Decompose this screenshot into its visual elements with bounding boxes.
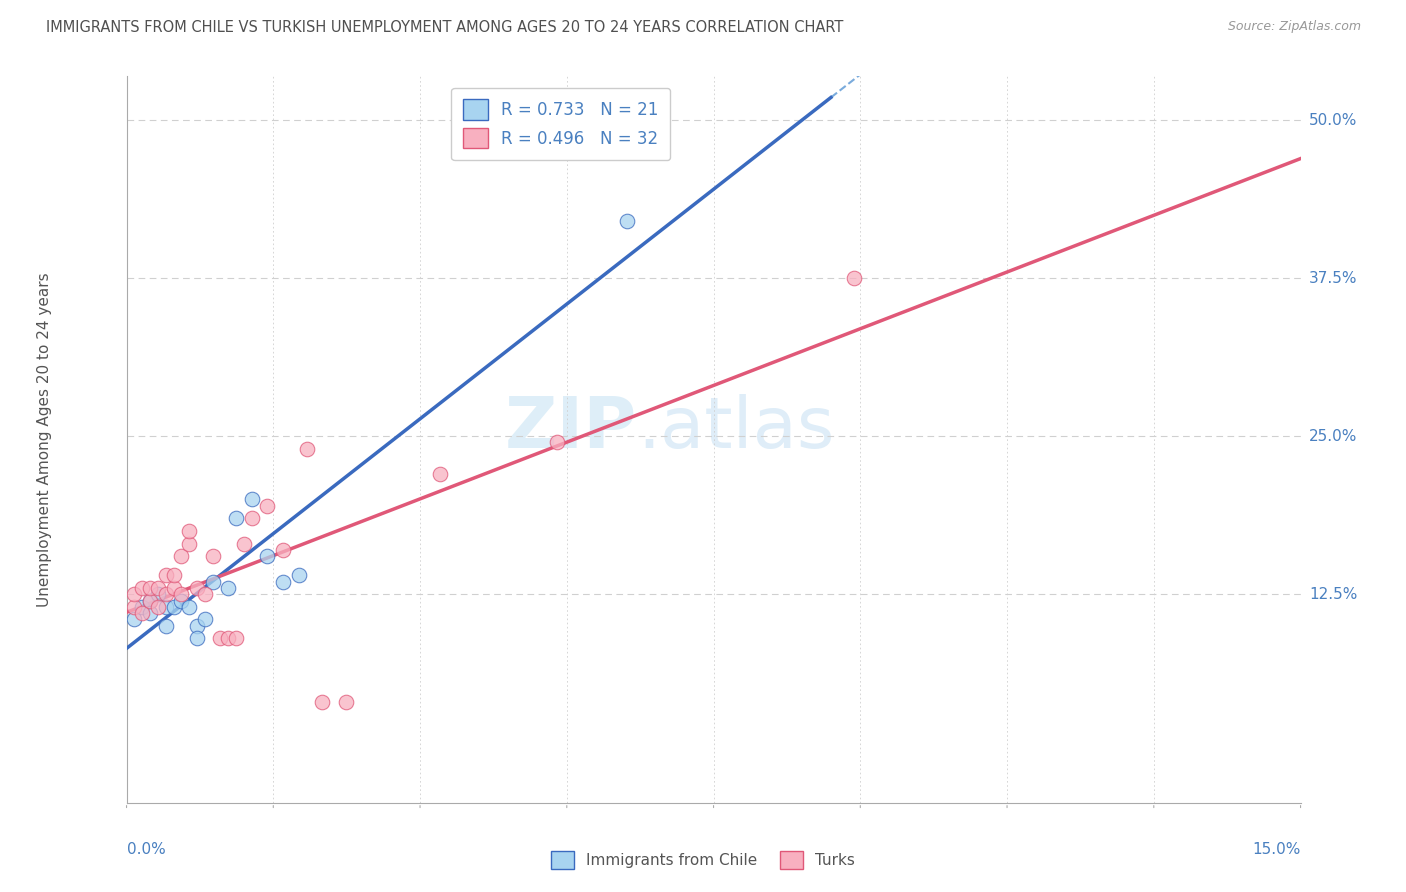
- Point: [155, 587, 177, 601]
- Point: [225, 511, 247, 525]
- Point: [139, 606, 162, 620]
- Point: [186, 581, 208, 595]
- Point: [186, 619, 208, 633]
- Legend: Immigrants from Chile, Turks: Immigrants from Chile, Turks: [544, 845, 862, 875]
- Point: [194, 612, 217, 626]
- Text: Unemployment Among Ages 20 to 24 years: Unemployment Among Ages 20 to 24 years: [37, 272, 52, 607]
- Point: [131, 581, 153, 595]
- Legend: R = 0.733   N = 21, R = 0.496   N = 32: R = 0.733 N = 21, R = 0.496 N = 32: [451, 87, 671, 161]
- Point: [844, 271, 866, 285]
- Point: [240, 511, 263, 525]
- Point: [155, 568, 177, 582]
- Point: [124, 587, 146, 601]
- Point: [217, 632, 239, 646]
- Point: [162, 581, 184, 595]
- Text: IMMIGRANTS FROM CHILE VS TURKISH UNEMPLOYMENT AMONG AGES 20 TO 24 YEARS CORRELAT: IMMIGRANTS FROM CHILE VS TURKISH UNEMPLO…: [46, 20, 844, 35]
- Point: [271, 543, 294, 558]
- Text: 50.0%: 50.0%: [1309, 112, 1357, 128]
- Point: [271, 574, 294, 589]
- Point: [295, 442, 318, 456]
- Point: [131, 606, 153, 620]
- Text: 37.5%: 37.5%: [1309, 270, 1357, 285]
- Point: [179, 599, 201, 614]
- Text: 0.0%: 0.0%: [127, 842, 166, 856]
- Point: [287, 568, 309, 582]
- Point: [256, 499, 278, 513]
- Point: [124, 599, 146, 614]
- Text: ZIP: ZIP: [505, 394, 637, 463]
- Point: [240, 492, 263, 507]
- Point: [311, 695, 333, 709]
- Point: [546, 435, 568, 450]
- Point: [170, 549, 193, 564]
- Point: [146, 599, 169, 614]
- Point: [186, 632, 208, 646]
- Point: [155, 599, 177, 614]
- Point: [194, 587, 217, 601]
- Point: [225, 632, 247, 646]
- Point: [124, 612, 146, 626]
- Point: [232, 536, 256, 550]
- Point: [179, 536, 201, 550]
- Text: Source: ZipAtlas.com: Source: ZipAtlas.com: [1227, 20, 1361, 33]
- Text: 15.0%: 15.0%: [1253, 842, 1301, 856]
- Point: [146, 581, 169, 595]
- Point: [155, 619, 177, 633]
- Point: [139, 593, 162, 607]
- Point: [179, 524, 201, 538]
- Text: 25.0%: 25.0%: [1309, 429, 1357, 443]
- Point: [139, 593, 162, 607]
- Point: [139, 581, 162, 595]
- Point: [201, 574, 224, 589]
- Point: [162, 568, 184, 582]
- Point: [217, 581, 239, 595]
- Point: [201, 549, 224, 564]
- Text: .atlas: .atlas: [637, 394, 835, 463]
- Point: [146, 587, 169, 601]
- Point: [429, 467, 451, 481]
- Point: [170, 593, 193, 607]
- Point: [170, 587, 193, 601]
- Point: [162, 599, 184, 614]
- Point: [131, 599, 153, 614]
- Text: 12.5%: 12.5%: [1309, 587, 1357, 602]
- Point: [256, 549, 278, 564]
- Point: [335, 695, 357, 709]
- Point: [209, 632, 232, 646]
- Point: [616, 214, 638, 228]
